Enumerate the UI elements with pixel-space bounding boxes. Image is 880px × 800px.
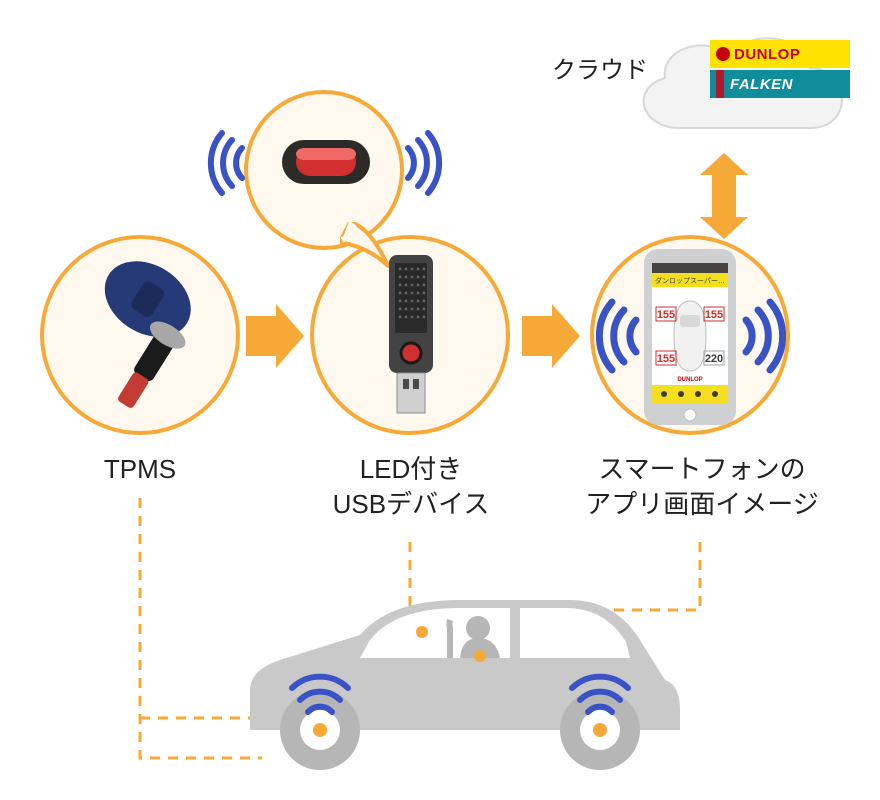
diagram-stage: DUNLOP FALKEN クラウド bbox=[0, 0, 880, 800]
connectors-and-car bbox=[0, 0, 880, 800]
